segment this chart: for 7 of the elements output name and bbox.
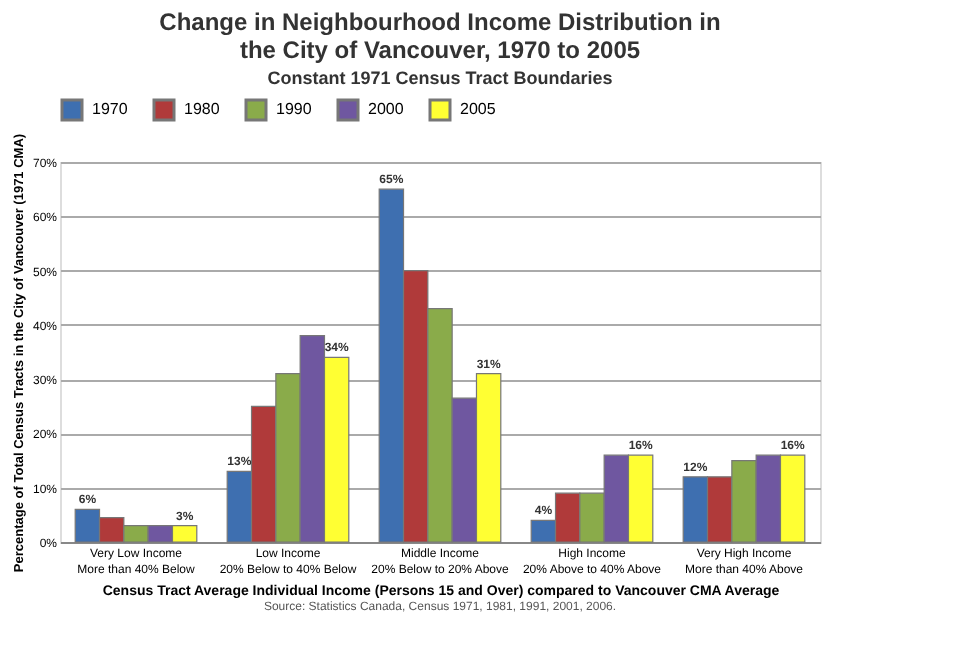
legend-label: 2005: [460, 100, 497, 118]
chart-subtitle: Constant 1971 Census Tract Boundaries: [267, 68, 613, 88]
legend-label: 2000: [368, 100, 405, 118]
chart-title: Change in Neighbourhood Income Distribution in the City of Vancouver, 1970 to 2005: [159, 8, 721, 64]
legend-label: 1970: [92, 100, 129, 118]
legend-label: 1980: [184, 100, 221, 118]
legend-label: 1990: [276, 100, 313, 118]
